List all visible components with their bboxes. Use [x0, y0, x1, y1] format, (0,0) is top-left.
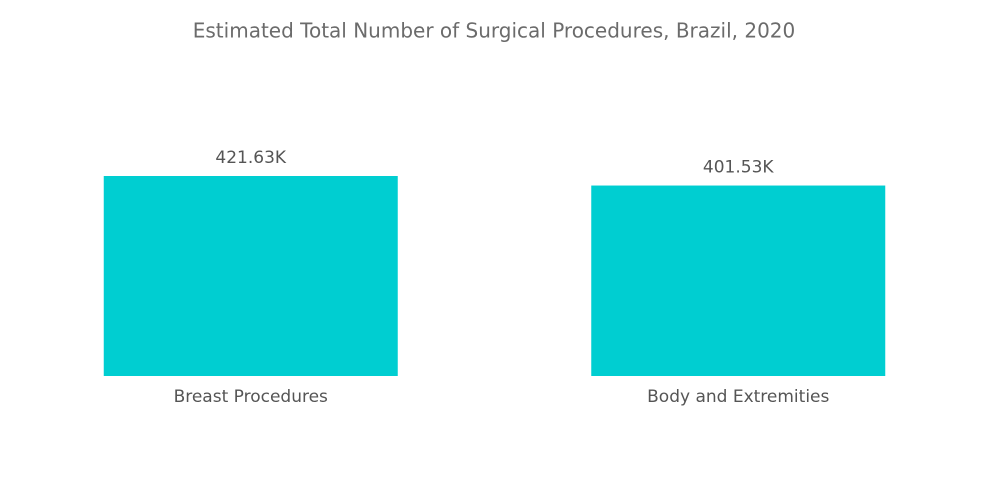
x-tick-label: Breast Procedures: [174, 387, 328, 407]
bar: [591, 185, 886, 376]
x-tick-label: Body and Extremities: [647, 387, 829, 407]
value-label: 401.53K: [703, 158, 774, 178]
value-label: 421.63K: [215, 148, 286, 168]
chart-title: Estimated Total Number of Surgical Proce…: [193, 19, 796, 43]
bar: [103, 176, 398, 376]
